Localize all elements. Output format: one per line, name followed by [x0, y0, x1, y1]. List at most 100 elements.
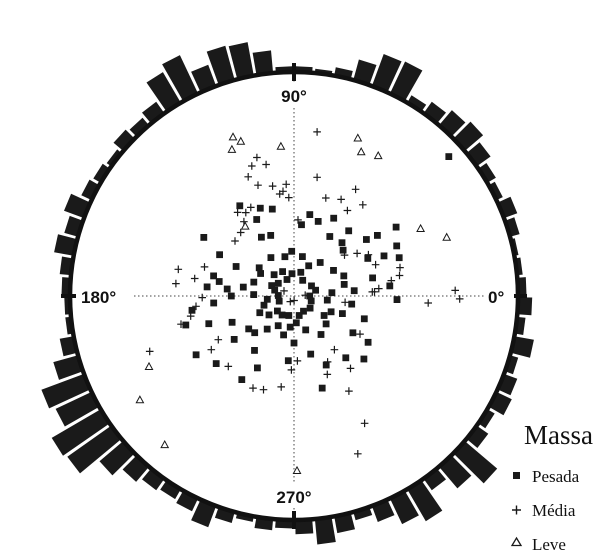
point-média-3: [244, 173, 252, 181]
point-pesada-14: [339, 246, 347, 254]
point-média-21: [313, 128, 321, 136]
point-pesada-39: [320, 312, 328, 319]
point-pesada-23: [216, 251, 223, 259]
point-média-14: [294, 216, 302, 224]
point-média-5: [268, 182, 277, 190]
point-média-40: [200, 263, 209, 271]
angle-label-90: 90°: [281, 87, 307, 106]
point-pesada-60: [299, 276, 307, 284]
angle-label-0: 0°: [488, 288, 504, 307]
rose-bar-20: [228, 42, 254, 80]
rose-bar-55: [314, 516, 336, 545]
point-leve-4: [353, 133, 363, 142]
legend-label-leve: Leve: [532, 535, 566, 553]
point-média-59: [356, 330, 364, 338]
rose-bar-24: [146, 72, 181, 112]
point-pesada-78: [339, 310, 346, 317]
point-média-66: [280, 287, 288, 295]
point-pesada-95: [182, 321, 190, 329]
point-média-13: [233, 208, 242, 217]
point-média-47: [145, 347, 154, 356]
point-pesada-44: [286, 323, 294, 331]
rose-bar-31: [64, 193, 91, 219]
rose-bar-60: [407, 480, 443, 522]
point-pesada-72: [274, 292, 282, 299]
point-pesada-12: [345, 227, 353, 235]
point-pesada-54: [250, 278, 258, 286]
label-270-bg: [268, 484, 324, 508]
point-pesada-47: [263, 325, 271, 333]
point-pesada-73: [271, 286, 279, 294]
point-pesada-109: [245, 325, 253, 333]
point-média-48: [224, 362, 233, 371]
rose-bar-39: [53, 355, 83, 380]
point-pesada-11: [326, 233, 334, 240]
point-média-51: [277, 383, 285, 391]
point-pesada-83: [322, 361, 330, 369]
point-média-54: [323, 370, 332, 379]
point-média-26: [364, 250, 373, 259]
point-média-63: [301, 291, 309, 299]
point-média-12: [231, 237, 239, 245]
point-pesada-107: [290, 339, 298, 347]
rose-bar-59: [389, 490, 419, 525]
point-média-20: [313, 173, 321, 182]
point-média-36: [451, 286, 459, 295]
point-pesada-25: [203, 283, 211, 291]
point-pesada-37: [323, 296, 331, 304]
point-pesada-4: [256, 204, 264, 212]
point-leve-1: [228, 132, 238, 141]
point-pesada-51: [263, 295, 271, 303]
point-pesada-91: [212, 360, 220, 367]
point-média-45: [214, 335, 223, 344]
point-média-38: [190, 274, 199, 283]
point-leve-3: [276, 141, 286, 150]
point-pesada-57: [279, 268, 286, 275]
point-pesada-85: [307, 350, 315, 358]
rose-bar-10: [423, 101, 446, 124]
point-pesada-35: [340, 281, 348, 288]
point-média-22: [275, 190, 284, 198]
rose-bar-12: [389, 61, 423, 102]
rose-bar-13: [371, 54, 402, 93]
point-pesada-82: [342, 354, 350, 362]
point-pesada-56: [270, 271, 278, 279]
point-pesada-41: [317, 331, 325, 338]
point-leve-10: [144, 361, 154, 370]
point-pesada-15: [363, 236, 370, 243]
point-média-58: [346, 364, 355, 373]
point-pesada-93: [228, 318, 236, 326]
point-pesada-26: [255, 264, 263, 272]
point-média-24: [340, 251, 349, 259]
legend-label-pesada: Pesada: [532, 467, 580, 486]
point-pesada-66: [300, 307, 307, 315]
point-média-9: [242, 208, 250, 217]
rose-bar-61: [423, 468, 446, 491]
point-pesada-104: [393, 296, 401, 303]
rose-bar-25: [142, 101, 165, 124]
label-0-bg: [486, 285, 514, 307]
point-média-27: [371, 260, 380, 269]
rose-bar-19: [252, 50, 274, 76]
point-média-46: [207, 345, 216, 354]
point-pesada-69: [278, 311, 286, 319]
legend-marker-square: [513, 472, 520, 479]
point-pesada-0: [445, 153, 453, 160]
point-pesada-10: [330, 214, 338, 222]
point-pesada-3: [258, 233, 265, 241]
rose-bar-54: [295, 519, 314, 535]
point-pesada-52: [250, 291, 258, 298]
point-pesada-92: [192, 351, 200, 359]
point-média-28: [396, 263, 404, 272]
rose-bar-27: [113, 129, 135, 151]
point-pesada-80: [349, 329, 357, 337]
rose-bar-22: [191, 64, 217, 93]
point-média-29: [395, 271, 404, 280]
point-pesada-106: [360, 355, 368, 363]
point-média-61: [354, 450, 362, 458]
point-pesada-76: [350, 287, 358, 295]
rose-bar-23: [162, 55, 199, 102]
point-média-33: [368, 288, 377, 296]
point-pesada-9: [314, 218, 322, 225]
point-média-64: [290, 296, 298, 305]
